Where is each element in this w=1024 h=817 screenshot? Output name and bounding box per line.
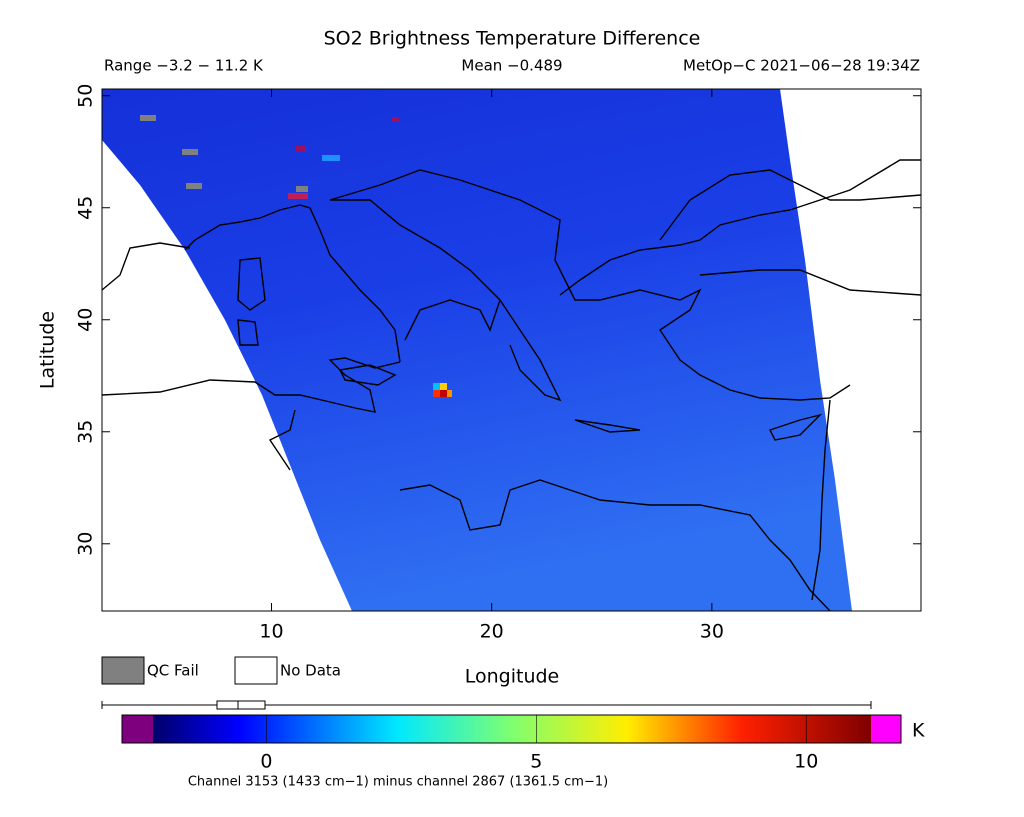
x-tick-label: 20 [480,621,504,643]
over-color [871,715,901,743]
no-data-swatch [234,656,278,685]
x-tick-label: 10 [259,621,283,643]
qc-fail-swatch [101,656,145,685]
range-label: Range −3.2 − 11.2 K [104,57,264,75]
colorbar-tick-label: 10 [794,751,818,773]
colorbar-frame [121,714,902,744]
no-data-label: No Data [280,662,341,680]
map-area [102,89,921,611]
mean-label: Mean −0.489 [461,57,562,75]
y-tick-label: 35 [75,420,97,444]
colorbar-unit: K [912,720,925,742]
colorbar-note: Channel 3153 (1433 cm−1) minus channel 2… [188,775,608,790]
coastlines [102,159,921,611]
swath [102,89,852,611]
y-axis-label: Latitude [37,311,59,389]
source-label: MetOp−C 2021−06−28 19:34Z [683,57,920,75]
x-axis-label: Longitude [465,666,560,688]
y-tick-label: 50 [75,84,97,108]
colorbar [121,714,902,744]
x-tick-label: 30 [700,621,724,643]
y-tick-label: 45 [75,196,97,220]
color-ramp [153,715,871,743]
colorbar-tick-label: 5 [530,751,542,773]
title: SO2 Brightness Temperature Difference [324,28,701,50]
pixels [140,115,452,397]
distribution-box [101,700,872,710]
colorbar-tick-label: 0 [260,751,272,773]
under-color [122,715,153,743]
y-tick-label: 40 [75,308,97,332]
qc-fail-label: QC Fail [147,662,199,680]
plot-frame [101,88,922,612]
y-tick-label: 30 [75,532,97,556]
